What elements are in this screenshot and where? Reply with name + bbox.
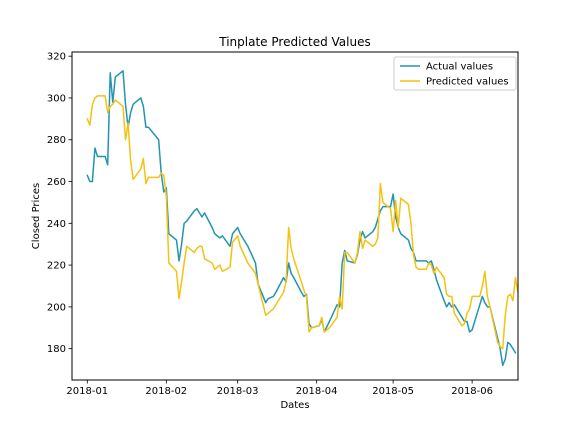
y-tick-label: 200	[47, 302, 66, 313]
plot-area: 2018-01 2018-02 2018-03 2018-04 2018-05 2018-…	[47, 51, 519, 397]
legend-label-actual: Actual values	[426, 62, 493, 73]
y-tick-label: 240	[47, 219, 66, 230]
x-tick-label: 2018-02	[145, 386, 187, 397]
y-tick-label: 320	[47, 52, 66, 63]
legend-label-predicted: Predicted values	[426, 77, 509, 88]
y-tick-label: 300	[47, 93, 66, 104]
y-axis-label: Closed Prices	[31, 183, 42, 249]
y-tick-label: 280	[47, 135, 66, 146]
x-tick-label: 2018-01	[66, 386, 108, 397]
x-axis-label: Dates	[280, 400, 309, 411]
legend-box	[393, 56, 517, 91]
x-tick-label: 2018-04	[296, 386, 338, 397]
y-tick-label: 260	[47, 177, 66, 188]
y-tick-label: 220	[47, 261, 66, 272]
x-tick-label: 2018-05	[372, 386, 414, 397]
plot-frame	[71, 51, 519, 381]
legend: Actual values Predicted values	[393, 56, 517, 91]
chart-title: Tinplate Predicted Values	[218, 35, 370, 49]
x-tick-label: 2018-06	[451, 386, 493, 397]
series-line-predicted	[86, 95, 519, 350]
y-tick-label: 180	[47, 344, 66, 355]
series-line-actual	[86, 70, 517, 367]
x-tick-label: 2018-03	[217, 386, 259, 397]
